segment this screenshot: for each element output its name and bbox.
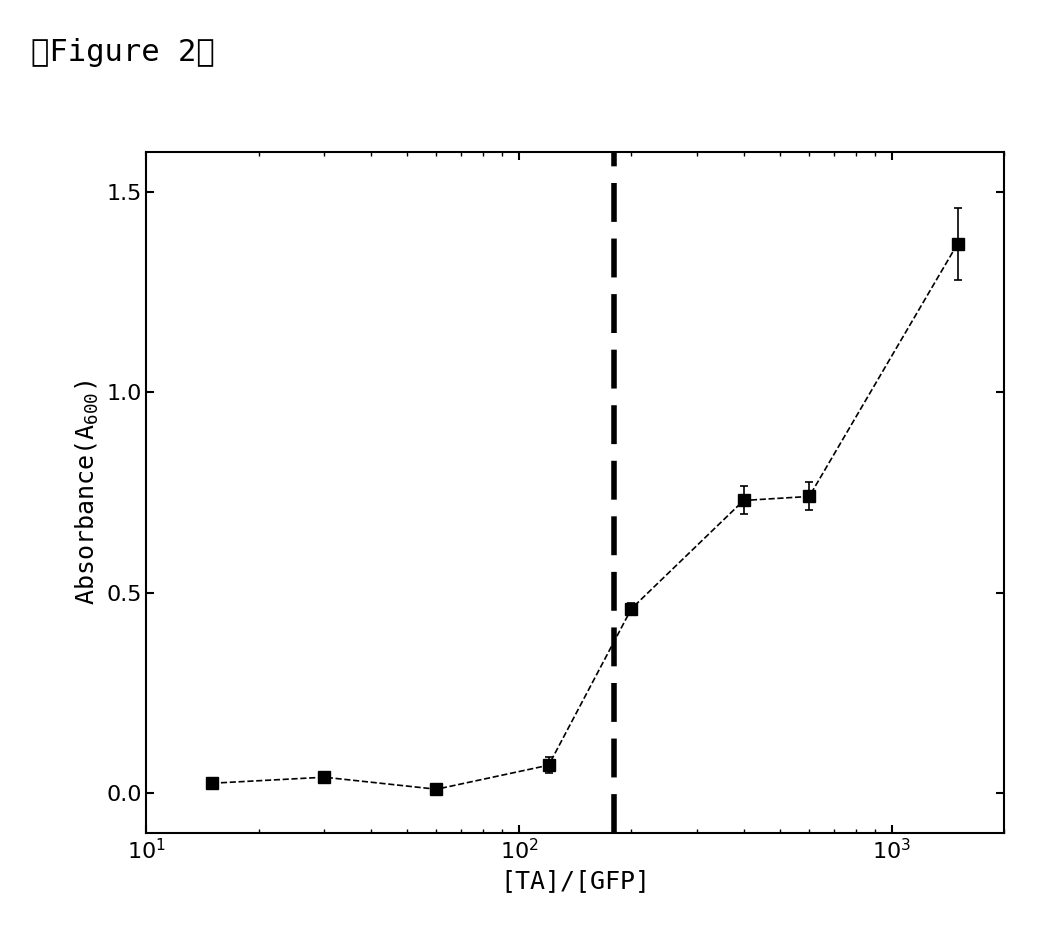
X-axis label: [TA]/[GFP]: [TA]/[GFP]	[500, 869, 651, 893]
Y-axis label: Absorbance($\mathregular{A_{600}}$): Absorbance($\mathregular{A_{600}}$)	[73, 380, 100, 605]
Text: 【Figure 2】: 【Figure 2】	[31, 38, 215, 67]
